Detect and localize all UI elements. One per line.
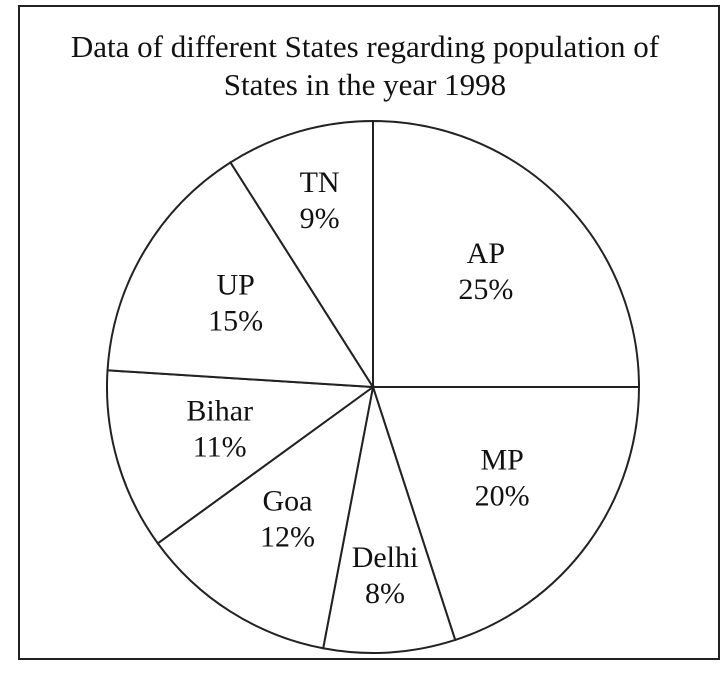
chart-title: Data of different States regarding popul… — [70, 29, 660, 102]
slice-value-label: 11% — [193, 430, 247, 463]
slice-label: Goa — [262, 485, 312, 518]
slice-label: TN — [300, 166, 340, 199]
slice-value-label: 15% — [208, 305, 263, 338]
pie-slice — [229, 119, 374, 391]
slice-label: MP — [480, 444, 523, 477]
slice-value-label: 8% — [365, 577, 405, 610]
chart-frame — [18, 5, 720, 660]
slice-label: Bihar — [186, 394, 253, 427]
slice-value-label: 20% — [475, 480, 530, 513]
slice-value-label: 9% — [300, 202, 340, 235]
slice-label: Delhi — [352, 541, 419, 574]
pie-slice — [372, 119, 641, 388]
slice-label: AP — [467, 237, 505, 270]
slice-label: UP — [216, 269, 254, 302]
slice-value-label: 25% — [458, 273, 513, 306]
pie-slice — [156, 384, 375, 650]
chart-title-box: Data of different States regarding popul… — [20, 28, 710, 104]
pie-slice — [371, 386, 641, 642]
pie-slice — [106, 369, 376, 545]
pie-slice — [321, 386, 457, 654]
slice-value-label: 12% — [260, 521, 315, 554]
pie-slice — [106, 161, 375, 389]
